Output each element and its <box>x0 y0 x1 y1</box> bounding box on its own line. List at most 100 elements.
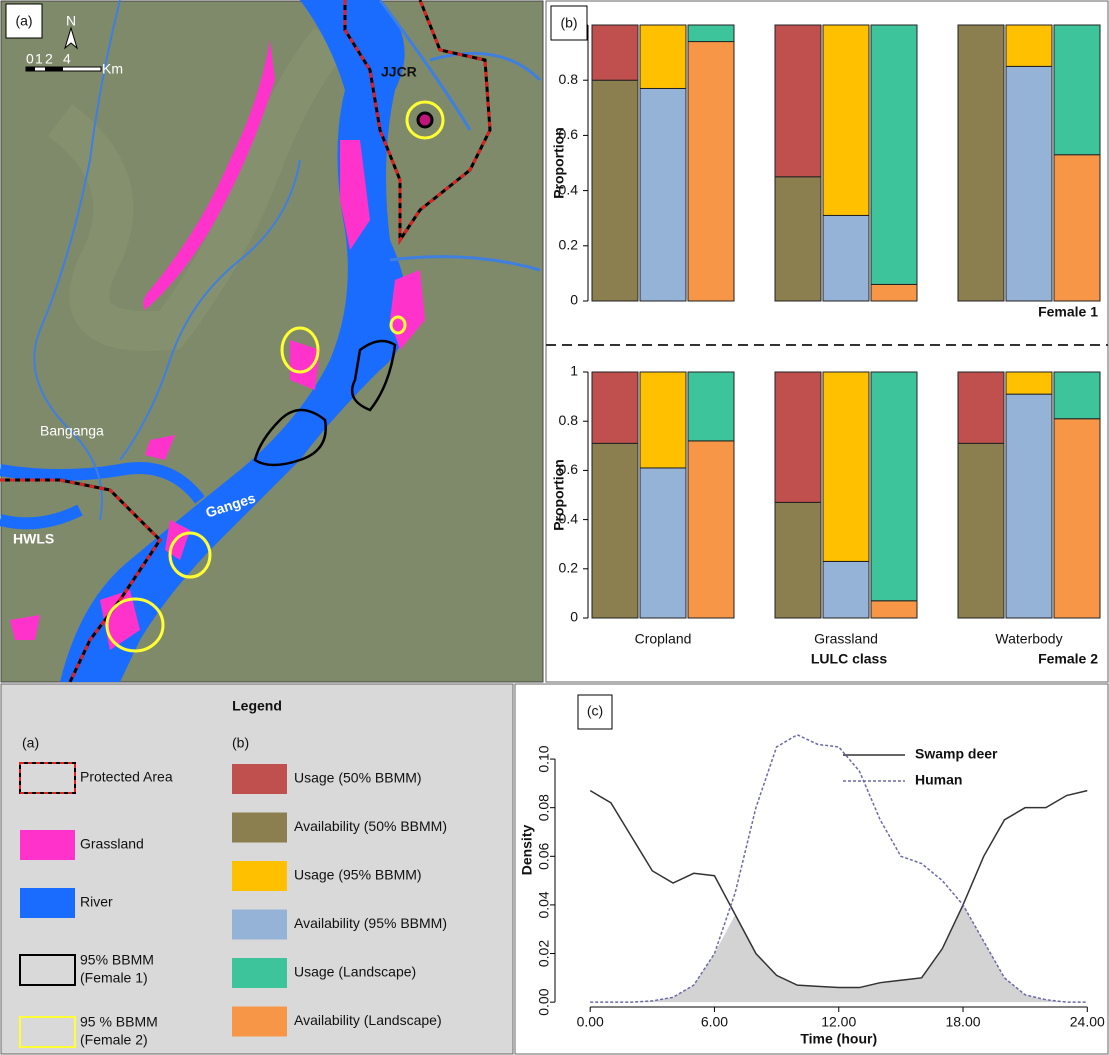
figure: (a) N 0 1 2 4 Km JJCR Banganga Ganges HW… <box>0 0 1109 1055</box>
bar-segment <box>1054 155 1100 301</box>
home-range-female-1 <box>418 113 432 127</box>
y-tick-label: 0.10 <box>536 745 552 772</box>
bar-segment <box>823 215 869 301</box>
bar-segment <box>1006 25 1052 66</box>
bar-segment <box>688 372 734 441</box>
legend-label: 95 % BBMM <box>80 1014 158 1030</box>
place-label: JJCR <box>381 64 417 80</box>
legend-swatch <box>20 830 75 860</box>
north-label: N <box>66 13 76 29</box>
y-axis-label: Proportion <box>551 459 567 531</box>
legend-swatch <box>232 958 287 988</box>
legend-label: Human <box>915 772 962 788</box>
bar-segment <box>1054 372 1100 419</box>
legend-label: Protected Area <box>80 769 173 785</box>
bar-segment <box>871 25 917 284</box>
panel-label: (b) <box>560 15 577 31</box>
legend-swatch <box>232 813 287 843</box>
scale-bar <box>26 67 101 71</box>
legend-swatch <box>232 764 287 794</box>
legend-swatch <box>232 861 287 891</box>
bar-segment <box>592 443 638 618</box>
scale-label: 0 <box>26 51 34 67</box>
scale-label: 1 <box>35 51 43 67</box>
legend-swatch <box>20 763 75 793</box>
scale-unit: Km <box>102 61 123 77</box>
bar-segment <box>592 25 638 80</box>
annotation: Female 1 <box>1038 304 1098 320</box>
scale-label: 4 <box>63 51 71 67</box>
bar-segment <box>775 177 821 301</box>
y-tick-label: 0.2 <box>559 237 579 253</box>
panel-label: (c) <box>587 703 603 719</box>
annotation: Female 2 <box>1038 651 1098 667</box>
bar-segment <box>640 88 686 301</box>
x-tick-label: 0.00 <box>577 1014 604 1030</box>
y-tick-label: 0.00 <box>536 988 552 1015</box>
x-axis-label: LULC class <box>811 651 887 667</box>
legend-label: Availability (95% BBMM) <box>294 915 447 931</box>
bar-segment <box>592 372 638 443</box>
legend-label: Availability (50% BBMM) <box>294 818 447 834</box>
legend-label: (Female 1) <box>80 970 148 986</box>
bar-segment <box>688 25 734 42</box>
bar-segment <box>823 25 869 215</box>
panel-label: (a) <box>15 13 32 29</box>
x-tick-label: Waterbody <box>995 631 1062 647</box>
legend-label: 95% BBMM <box>80 952 154 968</box>
y-tick-label: 0.06 <box>536 842 552 869</box>
y-tick-label: 0.8 <box>559 412 579 428</box>
bar-segment <box>958 372 1004 443</box>
scale-bar <box>45 67 63 71</box>
legend-label: Usage (95% BBMM) <box>294 867 422 883</box>
legend-section: (a) <box>22 735 39 751</box>
x-tick-label: Grassland <box>814 631 878 647</box>
y-tick-label: 0.2 <box>559 560 579 576</box>
place-label: HWLS <box>13 531 54 547</box>
bar-segment <box>640 25 686 88</box>
bar-segment <box>640 372 686 468</box>
scale-label: 2 <box>45 51 53 67</box>
bar-segment <box>1006 372 1052 394</box>
bar-segment <box>640 468 686 618</box>
legend-swatch <box>232 910 287 940</box>
legend-section: (b) <box>232 735 249 751</box>
bar-segment <box>775 372 821 502</box>
bar-segment <box>1054 419 1100 618</box>
y-axis-label: Proportion <box>551 127 567 199</box>
legend-label: Usage (Landscape) <box>294 964 416 980</box>
bar-segment <box>1054 25 1100 155</box>
y-tick-label: 0 <box>570 609 578 625</box>
y-tick-label: 1 <box>570 363 578 379</box>
y-tick-label: 0 <box>570 292 578 308</box>
bar-segment <box>775 502 821 618</box>
x-axis-label: Time (hour) <box>800 1031 877 1047</box>
bar-segment <box>871 601 917 618</box>
x-tick-label: 24.00 <box>1070 1014 1105 1030</box>
bar-segment <box>1006 66 1052 301</box>
legend-label: (Female 2) <box>80 1032 148 1048</box>
legend-label: Availability (Landscape) <box>294 1012 442 1028</box>
bar-segment <box>871 284 917 301</box>
bar-segment <box>592 80 638 301</box>
bar-segment <box>871 372 917 601</box>
legend-swatch <box>232 1007 287 1037</box>
bar-segment <box>958 443 1004 618</box>
x-tick-label: 12.00 <box>821 1014 856 1030</box>
y-tick-label: 0.04 <box>536 891 552 918</box>
y-tick-label: 0.8 <box>559 71 579 87</box>
y-axis-label: Density <box>519 825 535 876</box>
legend-swatch <box>20 888 75 918</box>
x-tick-label: Cropland <box>635 631 692 647</box>
bar-segment <box>688 42 734 301</box>
place-label: Banganga <box>40 423 104 439</box>
bar-segment <box>1006 394 1052 618</box>
bar-segment <box>823 561 869 618</box>
legend-label: Grassland <box>80 836 144 852</box>
map: (a) N 0 1 2 4 Km JJCR Banganga Ganges HW… <box>0 0 543 682</box>
y-tick-label: 0.02 <box>536 940 552 967</box>
bar-segment <box>823 372 869 561</box>
legend-label: River <box>80 894 113 910</box>
bar-segment <box>688 441 734 618</box>
legend-title: Legend <box>232 698 282 714</box>
